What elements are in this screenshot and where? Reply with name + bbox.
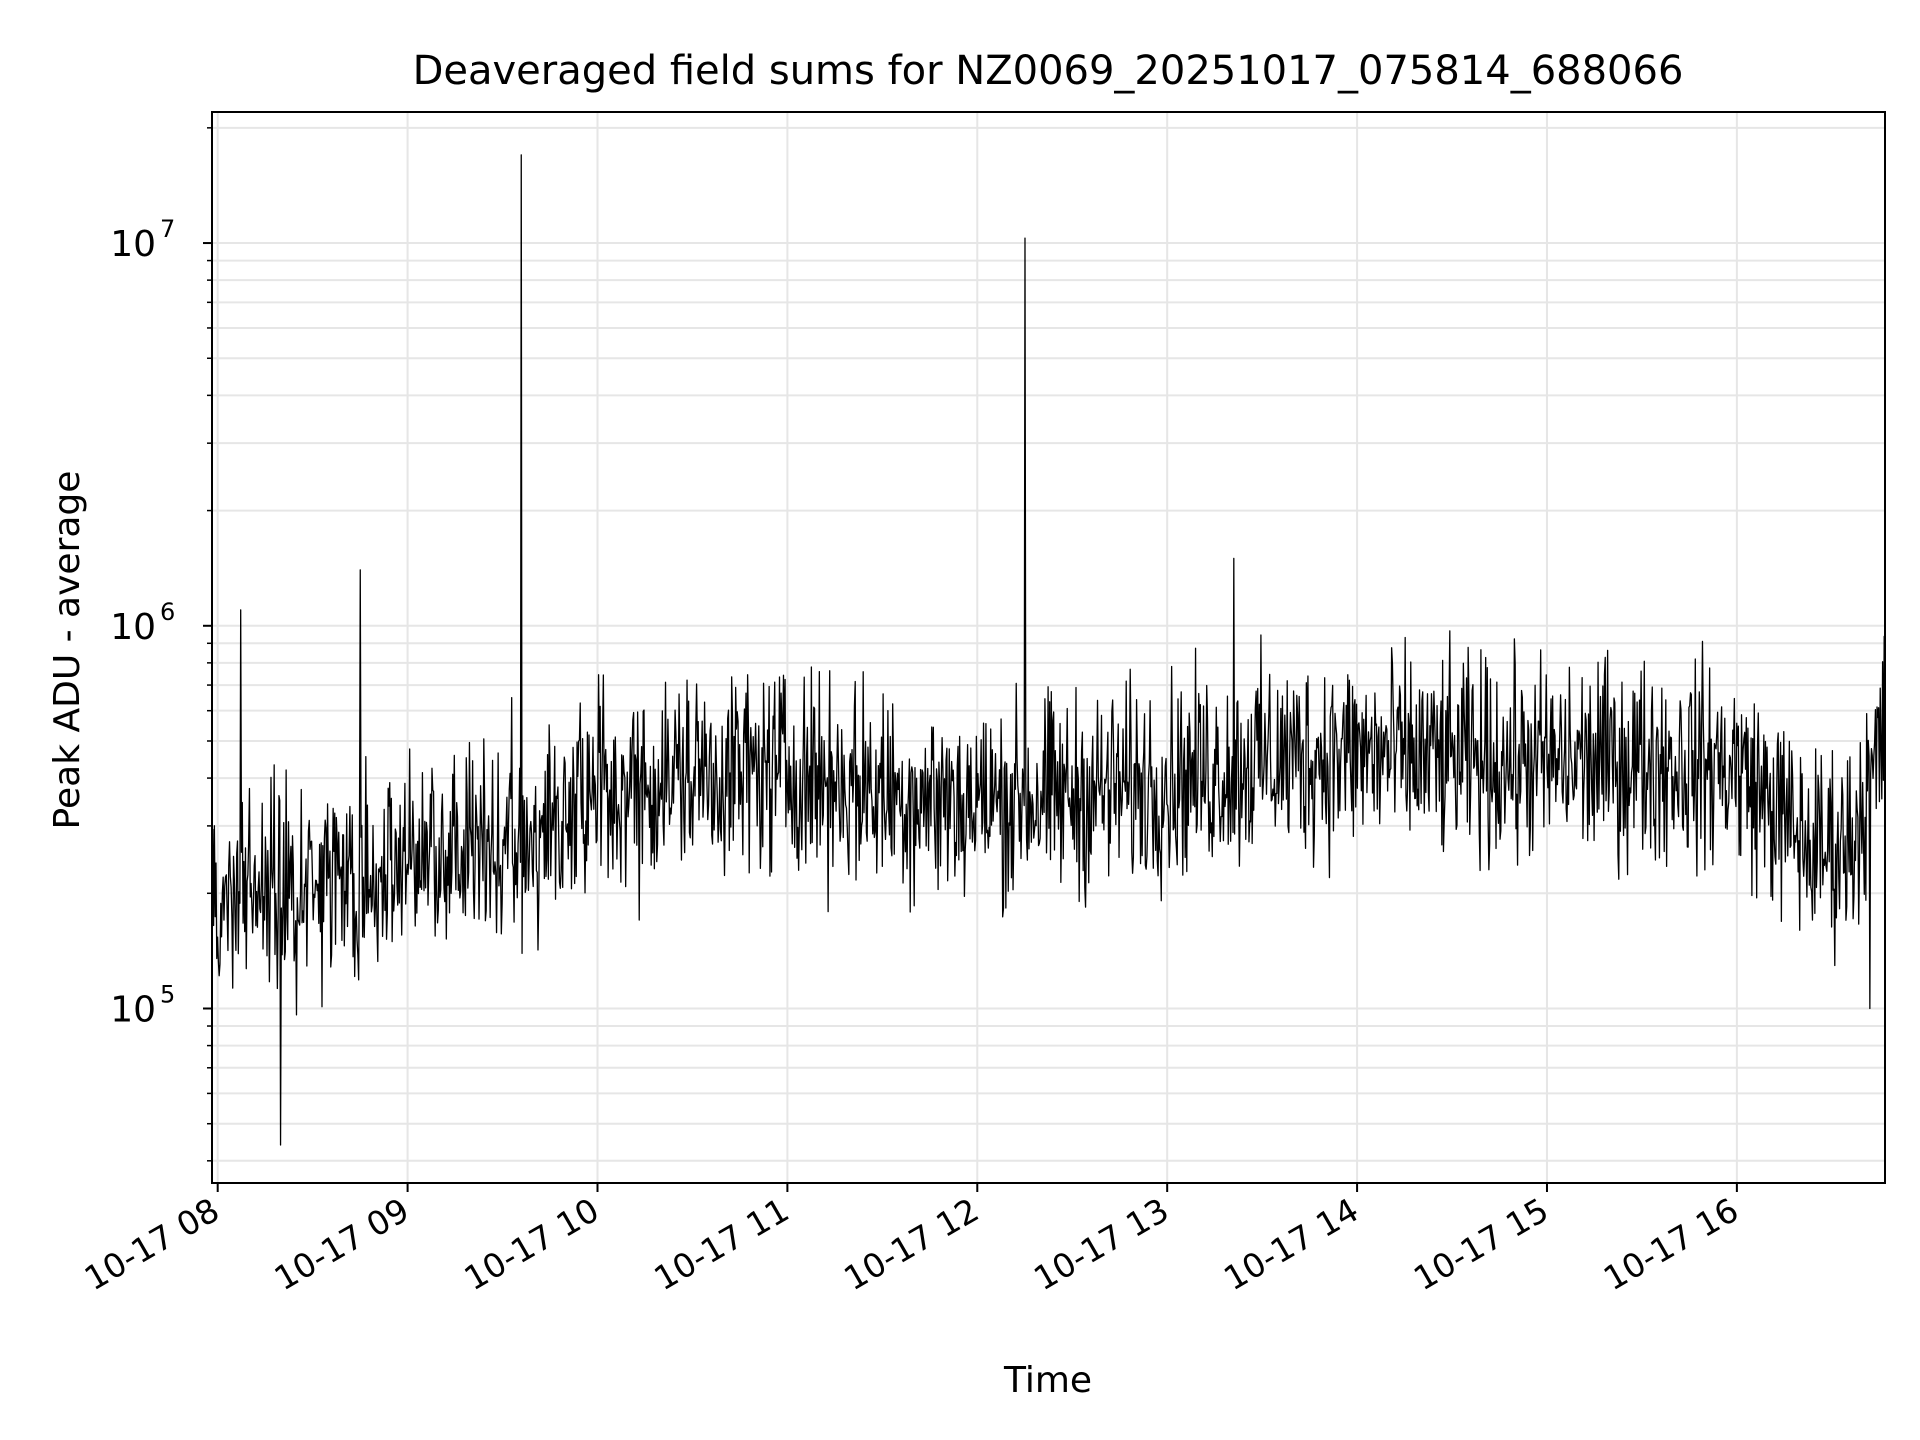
y-tick-exponent: 6 [160, 598, 175, 626]
y-tick-label: 10 [110, 990, 156, 1031]
y-axis-label: Peak ADU - average [47, 471, 88, 830]
y-tick-exponent: 7 [160, 215, 175, 243]
chart-title: Deaveraged field sums for NZ0069_2025101… [413, 48, 1684, 94]
y-tick-exponent: 5 [160, 981, 175, 1009]
y-tick-base: 10 [110, 224, 156, 265]
y-tick-base: 10 [110, 607, 156, 648]
y-tick-base: 10 [110, 990, 156, 1031]
plot-frame [211, 111, 1886, 1184]
series-line [211, 154, 1886, 1146]
y-tick-label: 10 [110, 607, 156, 648]
y-tick-label: 10 [110, 224, 156, 265]
series-layer [211, 154, 1886, 1146]
x-axis-label: Time [1003, 1360, 1092, 1401]
